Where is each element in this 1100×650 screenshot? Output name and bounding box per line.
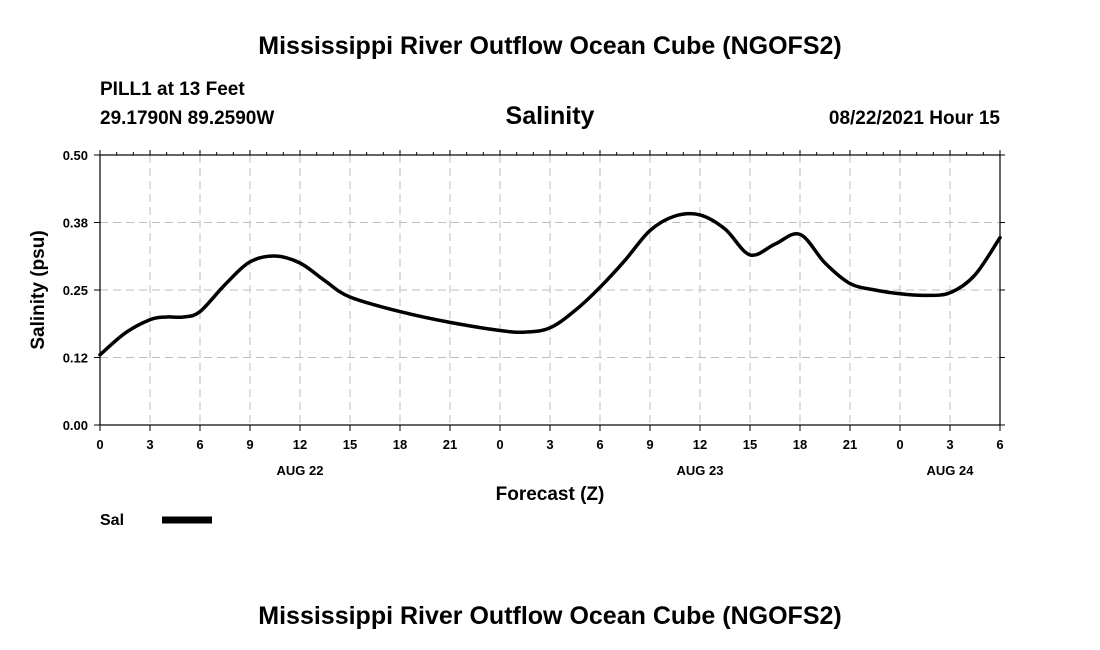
x-tick-label: 15 — [343, 437, 357, 452]
x-tick-label: 3 — [146, 437, 153, 452]
x-tick-label: 9 — [246, 437, 253, 452]
x-tick-label: 21 — [843, 437, 857, 452]
legend-label: Sal — [100, 512, 124, 529]
y-tick-label: 0.00 — [63, 418, 88, 433]
legend: Sal — [100, 512, 212, 529]
x-tick-label: 21 — [443, 437, 457, 452]
axis-ticks — [94, 150, 1005, 431]
x-tick-label: 12 — [293, 437, 307, 452]
x-tick-label: 9 — [646, 437, 653, 452]
date-labels: AUG 22 AUG 23 AUG 24 — [277, 463, 975, 478]
plot-frame — [99, 154, 1001, 426]
x-tick-label: 18 — [393, 437, 407, 452]
x-tick-label: 18 — [793, 437, 807, 452]
x-tick-label: 6 — [996, 437, 1003, 452]
chart-title: Mississippi River Outflow Ocean Cube (NG… — [258, 32, 841, 60]
date-label: AUG 24 — [927, 463, 975, 478]
y-tick-labels: 0.00 0.12 0.25 0.38 0.50 — [63, 148, 88, 433]
coordinates-label: 29.1790N 89.2590W — [100, 108, 274, 129]
x-tick-label: 6 — [196, 437, 203, 452]
y-tick-label: 0.50 — [63, 148, 88, 163]
date-label: AUG 23 — [677, 463, 724, 478]
salinity-series-line — [98, 211, 1002, 357]
x-tick-label: 6 — [596, 437, 603, 452]
date-label: AUG 22 — [277, 463, 324, 478]
datetime-label: 08/22/2021 Hour 15 — [829, 108, 1001, 129]
footer-title: Mississippi River Outflow Ocean Cube (NG… — [258, 602, 841, 630]
x-tick-labels: 0 3 6 9 12 15 18 21 0 3 6 9 12 15 18 21 0 3 6 — [96, 437, 1003, 452]
x-tick-label: 0 — [896, 437, 903, 452]
y-axis-label: Salinity (psu) — [28, 230, 49, 349]
x-tick-label: 3 — [946, 437, 953, 452]
x-tick-label: 15 — [743, 437, 757, 452]
x-tick-label: 0 — [496, 437, 503, 452]
x-axis-label: Forecast (Z) — [496, 484, 605, 505]
variable-title: Salinity — [506, 102, 595, 130]
grid-lines — [100, 155, 1000, 425]
y-tick-label: 0.12 — [63, 351, 88, 366]
station-label: PILL1 at 13 Feet — [100, 79, 245, 100]
y-tick-label: 0.38 — [63, 216, 88, 231]
x-tick-label: 0 — [96, 437, 103, 452]
y-tick-label: 0.25 — [63, 283, 88, 298]
x-tick-label: 12 — [693, 437, 707, 452]
x-tick-label: 3 — [546, 437, 553, 452]
